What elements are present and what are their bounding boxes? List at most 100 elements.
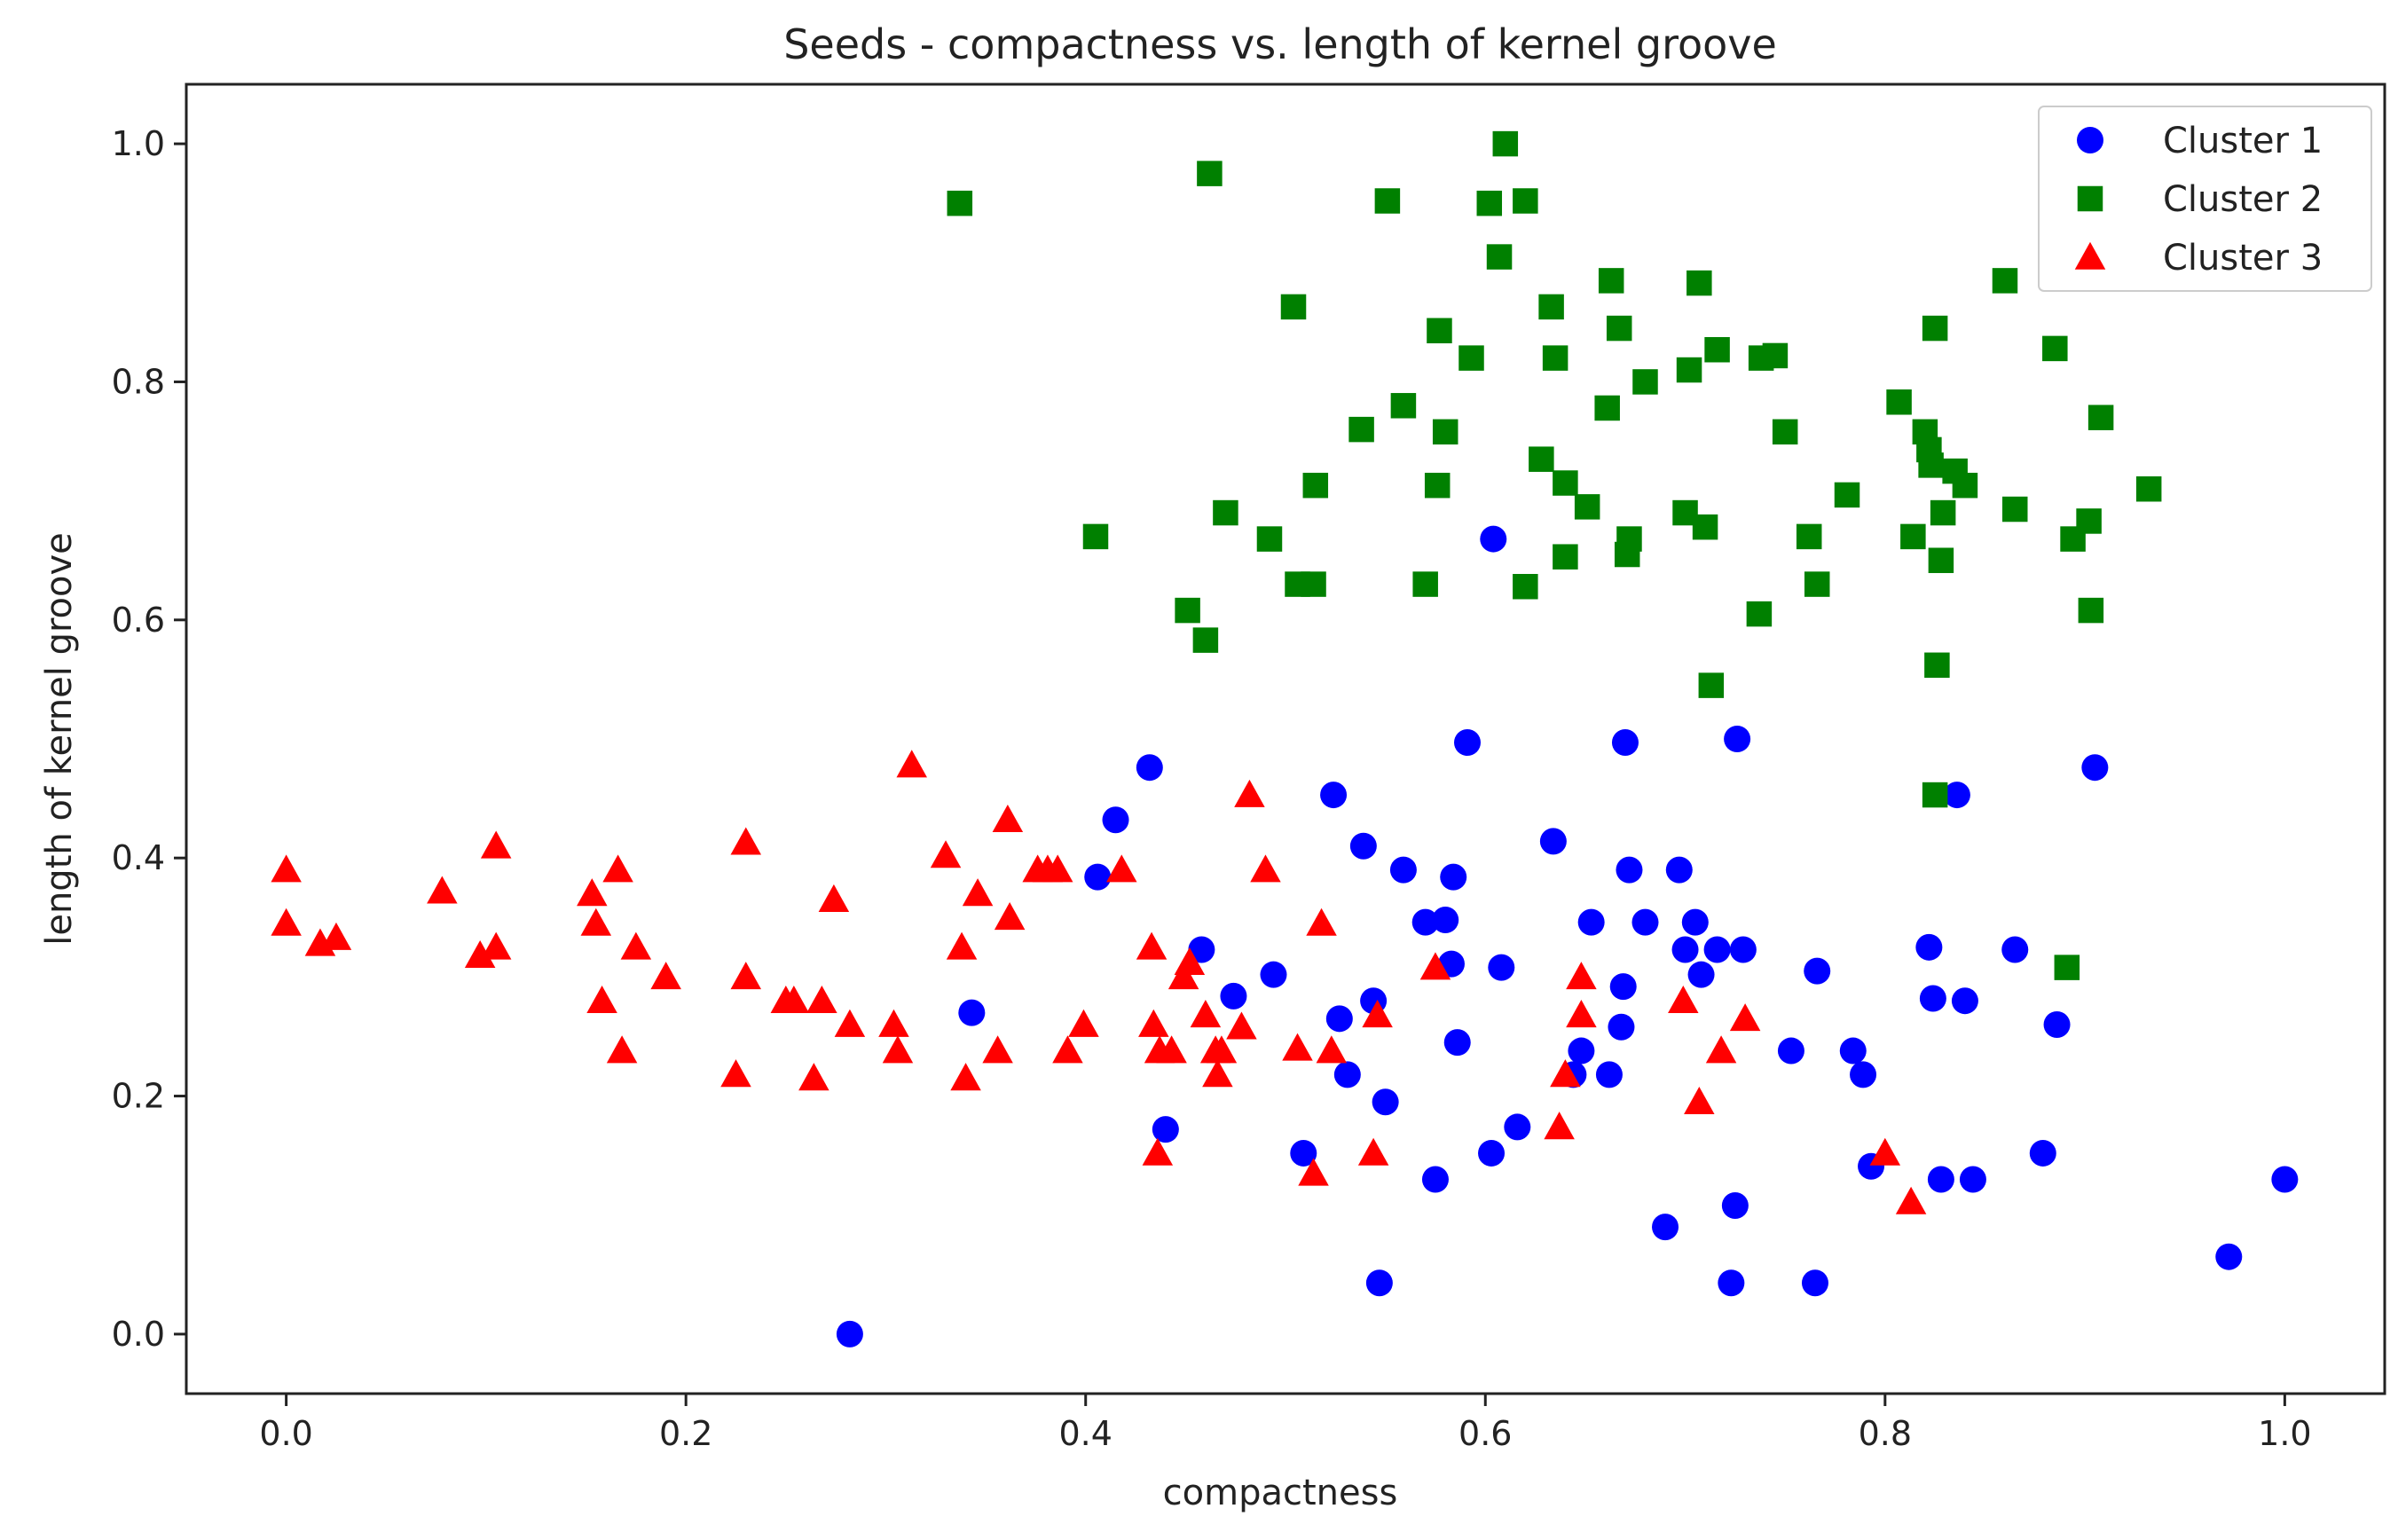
legend: Cluster 1 Cluster 2 Cluster 3 bbox=[2038, 106, 2372, 292]
data-point bbox=[1325, 1005, 1353, 1033]
x-tick-label: 1.0 bbox=[2258, 1414, 2311, 1453]
data-point bbox=[1959, 1166, 1986, 1193]
data-point bbox=[2081, 754, 2109, 782]
legend-marker bbox=[2077, 185, 2103, 212]
x-tick-label: 0.0 bbox=[259, 1414, 312, 1453]
x-tick-label: 0.2 bbox=[659, 1414, 712, 1453]
data-point bbox=[1349, 832, 1377, 860]
data-point bbox=[947, 190, 973, 216]
data-point bbox=[1084, 863, 1112, 891]
data-point bbox=[1102, 806, 1129, 834]
data-points bbox=[271, 130, 2299, 1348]
data-point bbox=[580, 908, 612, 936]
legend-label: Cluster 3 bbox=[2163, 238, 2323, 279]
data-point bbox=[1729, 1003, 1761, 1032]
data-point bbox=[1192, 627, 1219, 653]
data-point bbox=[1486, 244, 1513, 270]
y-axis-label: length of kernel groove bbox=[39, 532, 80, 946]
data-point bbox=[1348, 416, 1374, 443]
data-point bbox=[1206, 1035, 1238, 1064]
data-point bbox=[1492, 130, 1519, 157]
data-point bbox=[1432, 419, 1458, 445]
data-point bbox=[834, 1009, 866, 1037]
data-point bbox=[1411, 908, 1439, 936]
data-point bbox=[1886, 389, 1912, 415]
data-point bbox=[1681, 908, 1709, 936]
data-point bbox=[1686, 270, 1712, 296]
data-point bbox=[1746, 601, 1773, 627]
data-point bbox=[586, 985, 617, 1013]
data-point bbox=[1796, 523, 1822, 550]
data-point bbox=[1197, 161, 1223, 186]
x-axis-ticks: 0.0 0.2 0.4 0.6 0.8 1.0 bbox=[259, 1394, 2312, 1453]
data-point bbox=[1577, 908, 1605, 936]
data-point bbox=[1136, 931, 1168, 960]
data-point bbox=[1804, 571, 1830, 597]
data-point bbox=[1922, 315, 1948, 342]
data-point bbox=[836, 1320, 863, 1348]
data-point bbox=[1042, 854, 1073, 883]
data-point bbox=[1668, 985, 1699, 1013]
data-point bbox=[1542, 345, 1569, 371]
data-point bbox=[1142, 1137, 1174, 1166]
y-tick-label: 0.8 bbox=[112, 362, 165, 401]
data-point bbox=[1290, 1139, 1317, 1167]
data-point bbox=[1804, 957, 1831, 985]
data-point bbox=[1374, 188, 1401, 214]
data-point bbox=[480, 931, 512, 960]
y-tick-label: 0.6 bbox=[112, 601, 165, 640]
data-point bbox=[1566, 962, 1597, 990]
data-point bbox=[1250, 854, 1281, 883]
legend-label: Cluster 2 bbox=[2163, 179, 2323, 220]
data-point bbox=[2087, 405, 2114, 430]
data-point bbox=[1992, 268, 2018, 294]
data-point bbox=[1930, 499, 1956, 526]
data-point bbox=[962, 878, 994, 907]
data-point bbox=[958, 999, 986, 1026]
data-point bbox=[1834, 482, 1860, 508]
data-point bbox=[1924, 652, 1950, 679]
data-point bbox=[1665, 856, 1693, 884]
legend-box bbox=[2038, 106, 2372, 292]
data-point bbox=[2043, 1011, 2071, 1039]
data-point bbox=[620, 931, 652, 960]
data-point bbox=[1608, 1013, 1635, 1041]
data-point bbox=[1357, 1137, 1389, 1166]
data-point bbox=[1419, 952, 1451, 980]
data-point bbox=[1280, 294, 1307, 320]
y-axis-ticks: 0.0 0.2 0.4 0.6 0.8 1.0 bbox=[112, 124, 186, 1354]
data-point bbox=[1553, 470, 1578, 496]
data-point bbox=[1687, 961, 1715, 988]
data-point bbox=[464, 939, 496, 969]
data-point bbox=[878, 1009, 909, 1037]
data-point bbox=[1106, 854, 1137, 883]
data-point bbox=[2271, 1166, 2299, 1193]
data-point bbox=[2029, 1139, 2056, 1167]
data-point bbox=[1424, 472, 1451, 499]
data-point bbox=[271, 854, 302, 883]
series-cluster-3 bbox=[271, 750, 1927, 1214]
data-point bbox=[320, 922, 352, 950]
data-point bbox=[982, 1035, 1013, 1064]
data-point bbox=[1301, 571, 1326, 597]
data-point bbox=[1544, 1112, 1575, 1140]
chart-title: Seeds - compactness vs. length of kernel… bbox=[783, 20, 1777, 68]
data-point bbox=[798, 1063, 829, 1091]
data-point bbox=[1895, 1186, 1927, 1214]
data-point bbox=[994, 902, 1026, 931]
data-point bbox=[1566, 1000, 1597, 1028]
data-point bbox=[427, 876, 458, 904]
data-point bbox=[1513, 188, 1538, 214]
data-point bbox=[1538, 294, 1564, 320]
data-point bbox=[1302, 472, 1329, 499]
data-point bbox=[1421, 1166, 1449, 1193]
y-tick-label: 0.4 bbox=[112, 838, 165, 877]
data-point bbox=[1609, 973, 1637, 1001]
data-point bbox=[806, 985, 837, 1013]
data-point bbox=[1539, 828, 1567, 855]
data-point bbox=[480, 830, 512, 859]
data-point bbox=[818, 884, 850, 912]
data-point bbox=[1175, 597, 1200, 624]
data-point bbox=[1478, 1139, 1506, 1167]
data-point bbox=[1082, 523, 1109, 550]
